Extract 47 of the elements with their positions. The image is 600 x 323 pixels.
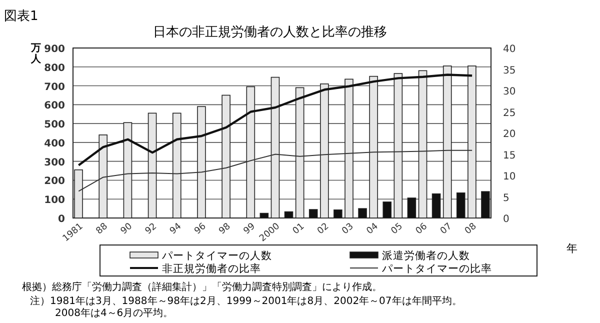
line-series: [78, 150, 473, 192]
y2-tick-label: 20: [503, 129, 516, 140]
text: 注）1981年は3月、1988年～98年は2月、1999～2001年は8月、2002年～07年は年間平均。: [30, 295, 462, 307]
y-tick-label: 400: [44, 138, 66, 150]
y-tick-label: 200: [44, 176, 66, 188]
y-tick-label: 0: [58, 214, 66, 225]
y-tick-label: 100: [44, 195, 66, 206]
y2-tick-label: 5: [503, 192, 510, 204]
text: 2008年は4～6月の平均。: [55, 307, 174, 319]
y-tick-label: 700: [44, 82, 66, 93]
y2-tick-label: 40: [503, 44, 516, 55]
legend-label: 非正規労働者の比率: [162, 262, 261, 275]
x-tick-label: 04: [365, 221, 380, 237]
x-tick-label: 01: [291, 222, 307, 237]
x-tick-label: 96: [192, 221, 208, 237]
text: 根拠）総務庁「労働力調査（詳細集計）」「労働力調査特別調査」により作成。: [22, 281, 382, 293]
y2-tick-label: 10: [503, 172, 516, 182]
x-tick-label: 99: [242, 221, 258, 237]
x-tick-label: 92: [144, 222, 159, 237]
y2-tick-label: 30: [503, 86, 516, 98]
legend-label: パートタイマーの人数: [161, 250, 272, 262]
y-tick-label: 300: [44, 157, 66, 168]
x-tick-label: 88: [94, 221, 110, 237]
x-tick-label: 98: [218, 221, 233, 237]
x-tick-label: 94: [168, 221, 184, 237]
legend-label: 派遣労働者の人数: [382, 249, 470, 262]
y2-tick-label: 25: [503, 108, 516, 119]
chart-title: 日本の非正規労働者の人数と比率の推移: [153, 24, 387, 40]
y-tick-label: 600: [44, 100, 66, 112]
x-tick-label: 07: [438, 222, 454, 237]
y-tick-label: 800: [44, 62, 66, 74]
legend-label: パートタイマーの比率: [381, 262, 492, 275]
y2-tick-label: 0: [503, 214, 510, 225]
x-tick-label: 08: [463, 221, 479, 237]
x-tick-label: 90: [119, 221, 135, 237]
y2-tick-label: 35: [503, 65, 516, 76]
y-axis-title: 万人: [30, 43, 42, 65]
y-tick-label: 500: [44, 120, 66, 131]
text: 図表1: [4, 9, 38, 24]
y2-tick-label: 15: [503, 150, 516, 162]
x-tick-label: 05: [390, 222, 405, 237]
x-axis-title: 年: [566, 242, 578, 255]
x-tick-label: 03: [340, 222, 356, 237]
y-tick-label: 900: [44, 44, 66, 55]
line-series: [78, 74, 474, 166]
x-tick-label: 02: [316, 222, 332, 237]
x-tick-label: 06: [414, 221, 430, 237]
